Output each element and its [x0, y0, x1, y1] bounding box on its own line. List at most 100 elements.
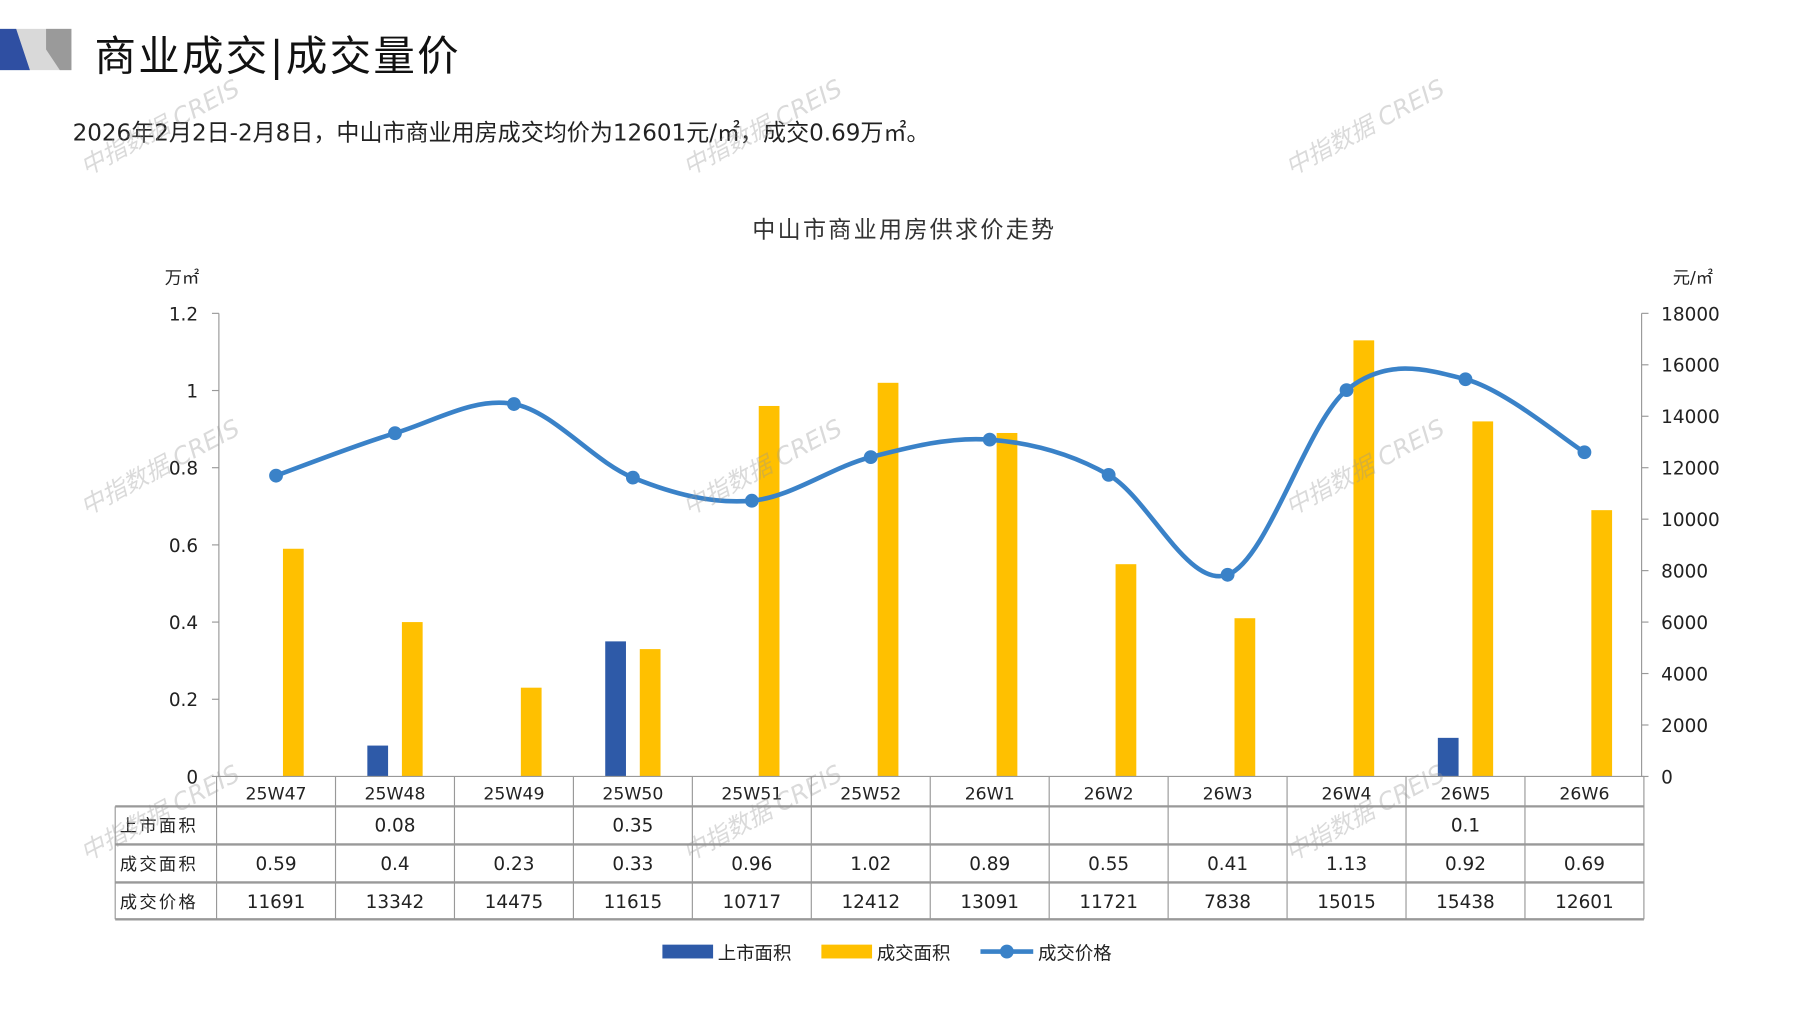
logo-icon [0, 28, 72, 71]
point-price [507, 397, 521, 411]
data-label: 1.02 [850, 854, 891, 875]
summary-text: 2026年2月2日-2月8日，中山市商业用房成交均价为12601元/㎡，成交0.… [72, 118, 930, 147]
bar-supply [367, 745, 389, 777]
category-label: 25W51 [721, 784, 782, 804]
category-label: 26W6 [1559, 784, 1609, 804]
table-row-header: 上市面积 [120, 817, 198, 837]
legend-label: 上市面积 [717, 942, 792, 965]
category-label: 26W3 [1203, 784, 1253, 804]
category-label: 25W50 [602, 784, 663, 804]
bar-deal-area [639, 649, 661, 777]
bar-supply [605, 641, 626, 777]
table-row-header: 成交面积 [120, 855, 198, 875]
data-label: 7838 [1204, 892, 1251, 913]
data-label: 13091 [960, 892, 1019, 913]
data-label: 0.41 [1207, 854, 1248, 875]
data-label: 13342 [366, 892, 425, 913]
chart-title: 中山市商业用房供求价走势 [752, 215, 1057, 244]
legend-label: 成交价格 [1037, 942, 1112, 965]
right-tick-label: 2000 [1661, 716, 1708, 737]
data-label: 14475 [485, 892, 544, 913]
point-price [863, 450, 878, 465]
legend-swatch-supply [662, 944, 714, 959]
data-label: 0.4 [380, 854, 409, 875]
category-label: 25W47 [246, 784, 307, 804]
data-label: 12601 [1555, 892, 1614, 913]
legend-line-marker-icon [980, 944, 1034, 959]
point-price [1577, 445, 1592, 460]
bar-deal-area [758, 405, 780, 777]
bar-deal-area [520, 687, 542, 777]
right-axis-unit: 元/㎡ [1672, 267, 1714, 288]
bar-deal-area [401, 622, 423, 777]
legend-item-price: 成交价格 [980, 938, 1112, 966]
category-label: 25W49 [483, 784, 544, 804]
left-tick-label: 1 [186, 381, 198, 402]
right-tick-label: 10000 [1661, 510, 1720, 531]
point-price [1101, 467, 1116, 482]
left-tick-label: 0.2 [169, 690, 198, 711]
category-label: 25W48 [364, 784, 425, 804]
legend-swatch-deal-area [821, 944, 873, 959]
right-tick-label: 0 [1661, 767, 1673, 788]
bar-deal-area [1353, 340, 1375, 777]
right-tick-label: 8000 [1661, 562, 1708, 583]
data-label: 11615 [604, 892, 663, 913]
right-tick-label: 4000 [1661, 664, 1708, 685]
data-label: 0.1 [1451, 816, 1480, 837]
left-tick-label: 0.6 [169, 536, 198, 557]
point-price [388, 426, 402, 441]
left-tick-label: 0.4 [169, 613, 198, 634]
bar-deal-area [877, 382, 899, 777]
bar-deal-area [1115, 564, 1137, 777]
point-price [744, 493, 759, 508]
bar-deal-area [1591, 510, 1613, 777]
data-label: 0.23 [493, 854, 534, 875]
data-label: 11691 [247, 892, 306, 913]
right-tick-label: 14000 [1661, 407, 1720, 428]
point-price [982, 432, 997, 447]
data-label: 0.33 [612, 854, 653, 875]
left-axis-unit: 万㎡ [164, 267, 200, 288]
bar-deal-area [282, 548, 304, 777]
bar-deal-area [1472, 421, 1494, 777]
left-tick-label: 0 [186, 767, 198, 788]
right-tick-label: 6000 [1661, 613, 1708, 634]
data-label: 0.55 [1088, 854, 1129, 875]
table-row-header: 成交价格 [120, 893, 198, 913]
legend-item-supply: 上市面积 [662, 938, 791, 966]
right-tick-label: 12000 [1661, 459, 1720, 480]
legend-label: 成交面积 [876, 942, 951, 965]
category-label: 26W4 [1322, 784, 1372, 804]
data-label: 0.35 [612, 816, 653, 837]
page-title: 商业成交|成交量价 [94, 33, 461, 81]
left-tick-label: 0.8 [169, 459, 198, 480]
data-label: 0.92 [1445, 854, 1486, 875]
legend: 上市面积 成交面积 成交价格 [662, 938, 1112, 966]
data-label: 0.96 [731, 854, 772, 875]
category-label: 25W52 [840, 784, 901, 804]
data-label: 15438 [1436, 892, 1495, 913]
data-label: 15015 [1317, 892, 1376, 913]
data-label: 1.13 [1326, 854, 1367, 875]
legend-item-deal-area: 成交面积 [821, 938, 950, 966]
line-price [275, 366, 1586, 579]
point-price [625, 470, 640, 485]
bar-supply [1437, 737, 1459, 777]
category-label: 26W5 [1440, 784, 1490, 804]
point-price [1458, 372, 1473, 387]
right-tick-label: 18000 [1661, 304, 1720, 325]
data-label: 0.08 [374, 816, 415, 837]
point-price [1220, 567, 1235, 582]
data-label: 12412 [841, 892, 900, 913]
point-price [1339, 383, 1354, 398]
data-label: 0.59 [256, 854, 297, 875]
right-tick-label: 16000 [1661, 356, 1720, 377]
data-label: 0.89 [969, 854, 1010, 875]
data-label: 10717 [723, 892, 782, 913]
data-label: 0.69 [1564, 854, 1605, 875]
category-label: 26W1 [965, 784, 1015, 804]
bar-deal-area [996, 432, 1018, 777]
